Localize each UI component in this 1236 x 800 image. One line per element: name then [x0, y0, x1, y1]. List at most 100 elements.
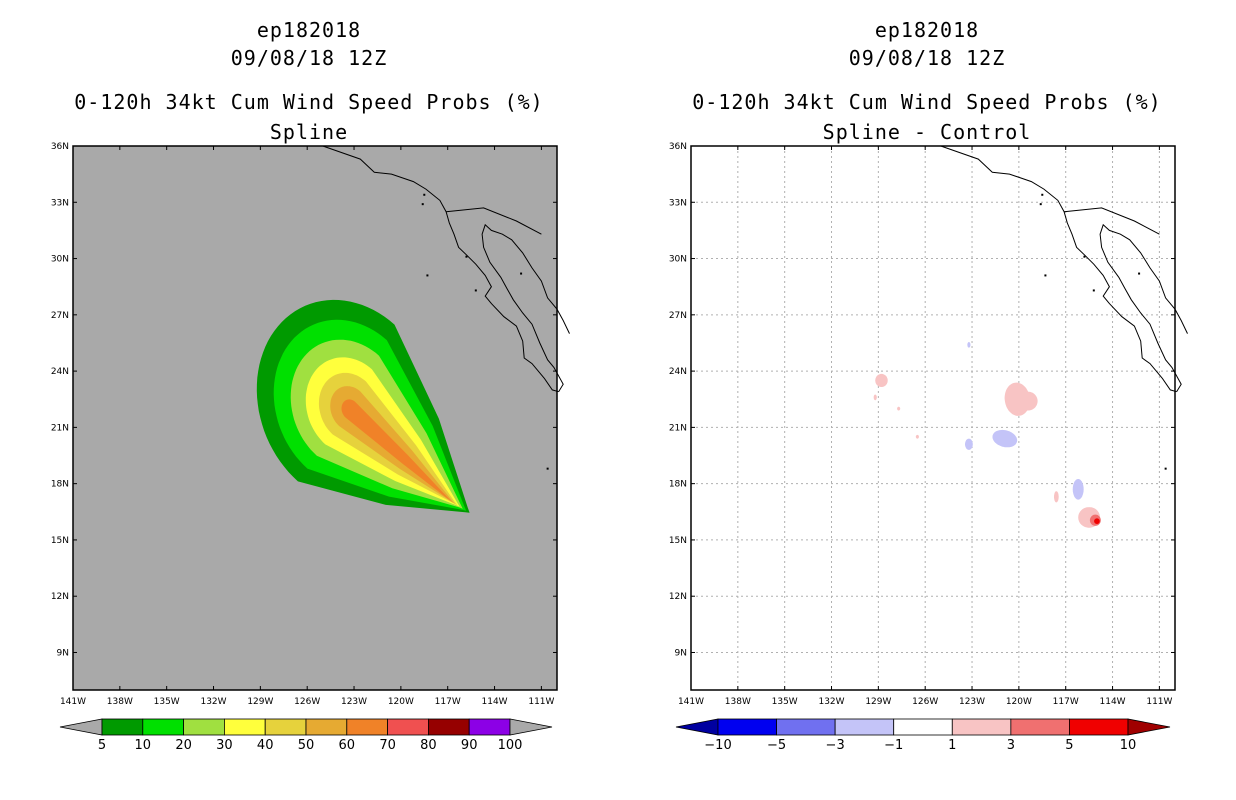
negative-patch: [967, 342, 971, 348]
colorbar-swatch: [346, 718, 388, 736]
x-tick-label: 126W: [912, 697, 938, 707]
x-tick-label: 120W: [388, 697, 414, 707]
colorbar-swatch: [776, 718, 836, 736]
colorbar-label: 5: [98, 738, 106, 753]
island: [1138, 272, 1141, 275]
colorbar-label: 3: [1007, 738, 1015, 753]
positive-patch: [1094, 518, 1100, 524]
colorbar-low-arrow: [59, 718, 103, 736]
island: [474, 289, 477, 292]
colorbar-swatch: [893, 718, 953, 736]
island: [520, 272, 523, 275]
y-tick-label: 27N: [669, 311, 687, 321]
colorbar-label: 100: [498, 738, 523, 753]
y-tick-label: 24N: [669, 367, 687, 377]
colorbar-label: 60: [339, 738, 356, 753]
x-tick-label: 138W: [725, 697, 751, 707]
y-tick-label: 30N: [669, 255, 687, 265]
y-tick-label: 27N: [51, 311, 69, 321]
colorbar-low-arrow: [675, 718, 719, 736]
contour-60: [341, 399, 453, 503]
y-tick-label: 33N: [669, 198, 687, 208]
y-tick-label: 9N: [57, 648, 69, 658]
colorbar-swatch: [387, 718, 429, 736]
x-tick-label: 126W: [294, 697, 320, 707]
colorbar-swatch: [223, 718, 266, 736]
x-tick-label: 117W: [1053, 697, 1079, 707]
datetime: 09/08/18 12Z: [848, 46, 1006, 70]
colorbar-label: 10: [1120, 738, 1137, 753]
panel-spline-control: ep182018 09/08/18 12Z 0-120h 34kt Cum Wi…: [618, 0, 1236, 800]
colorbar-label: −1: [884, 738, 903, 753]
colorbar-label: 40: [257, 738, 274, 753]
island: [465, 255, 468, 258]
y-tick-label: 12N: [51, 592, 69, 602]
colorbar-high-arrow: [1127, 718, 1171, 736]
island: [421, 203, 424, 206]
colorbar-label: 80: [420, 738, 437, 753]
x-tick-label: 141W: [60, 697, 86, 707]
colorbar-swatch: [834, 718, 895, 736]
x-tick-label: 129W: [865, 697, 891, 707]
colorbar-label: 30: [216, 738, 233, 753]
y-tick-label: 30N: [51, 255, 69, 265]
x-tick-label: 123W: [341, 697, 367, 707]
axes: 141W 138W 135W 132W 129W 126W 123W 120W 117W 114W…: [51, 142, 558, 707]
coastlines: [940, 145, 1188, 470]
negative-patch: [1072, 479, 1084, 500]
y-tick-label: 12N: [669, 592, 687, 602]
y-tick-label: 33N: [51, 198, 69, 208]
x-tick-label: 117W: [435, 697, 461, 707]
colorbar-swatch: [305, 718, 348, 736]
x-tick-label: 114W: [482, 697, 508, 707]
y-tick-label: 15N: [669, 536, 687, 546]
island: [426, 274, 429, 277]
colorbar-swatch: [101, 718, 144, 736]
island: [1041, 193, 1044, 196]
difference-patches: [873, 342, 1101, 528]
map-difference: 141W 138W 135W 132W 129W 126W 123W 120W 117W 114W…: [669, 142, 1188, 753]
x-tick-label: 132W: [818, 697, 844, 707]
coastline: [940, 145, 1177, 393]
colorbar-label: 10: [135, 738, 152, 753]
storm-id: ep182018: [874, 18, 980, 42]
colorbar-swatch: [1069, 718, 1129, 736]
positive-patch: [873, 394, 877, 401]
colorbar-label: 90: [461, 738, 478, 753]
x-tick-label: 111W: [1146, 697, 1172, 707]
y-tick-label: 18N: [669, 480, 687, 490]
us-mexico-border: [1064, 207, 1160, 235]
y-tick-label: 21N: [669, 423, 687, 433]
chart-subtitle: Spline: [269, 120, 349, 144]
island: [1164, 467, 1167, 470]
datetime: 09/08/18 12Z: [230, 46, 388, 70]
colorbar-swatch: [183, 718, 225, 736]
colorbar-label: 5: [1065, 738, 1073, 753]
y-tick-label: 21N: [51, 423, 69, 433]
positive-patch: [897, 406, 901, 411]
coastline: [322, 145, 559, 393]
x-tick-label: 135W: [772, 697, 798, 707]
island: [1039, 203, 1042, 206]
colorbar-swatch: [468, 718, 511, 736]
colorbar-label: −10: [704, 738, 731, 753]
probability-contours: [256, 299, 470, 513]
colorbar-label: 20: [175, 738, 192, 753]
y-tick-label: 18N: [51, 480, 69, 490]
map-spline: 141W 138W 135W 132W 129W 126W 123W 120W 117W 114W…: [51, 142, 570, 753]
plot-frame: [72, 145, 558, 691]
us-mexico-border: [446, 207, 542, 235]
storm-id: ep182018: [256, 18, 362, 42]
y-tick-label: 36N: [51, 142, 69, 152]
chart-title: 0-120h 34kt Cum Wind Speed Probs (%): [692, 90, 1162, 114]
island: [1044, 274, 1047, 277]
y-tick-label: 24N: [51, 367, 69, 377]
chart-title: 0-120h 34kt Cum Wind Speed Probs (%): [74, 90, 544, 114]
positive-patch: [1054, 491, 1059, 503]
x-tick-label: 129W: [247, 697, 273, 707]
x-tick-label: 123W: [959, 697, 985, 707]
coastlines: [322, 145, 570, 470]
island: [1083, 255, 1086, 258]
x-tick-label: 141W: [678, 697, 704, 707]
plot-frame: [690, 145, 1176, 691]
